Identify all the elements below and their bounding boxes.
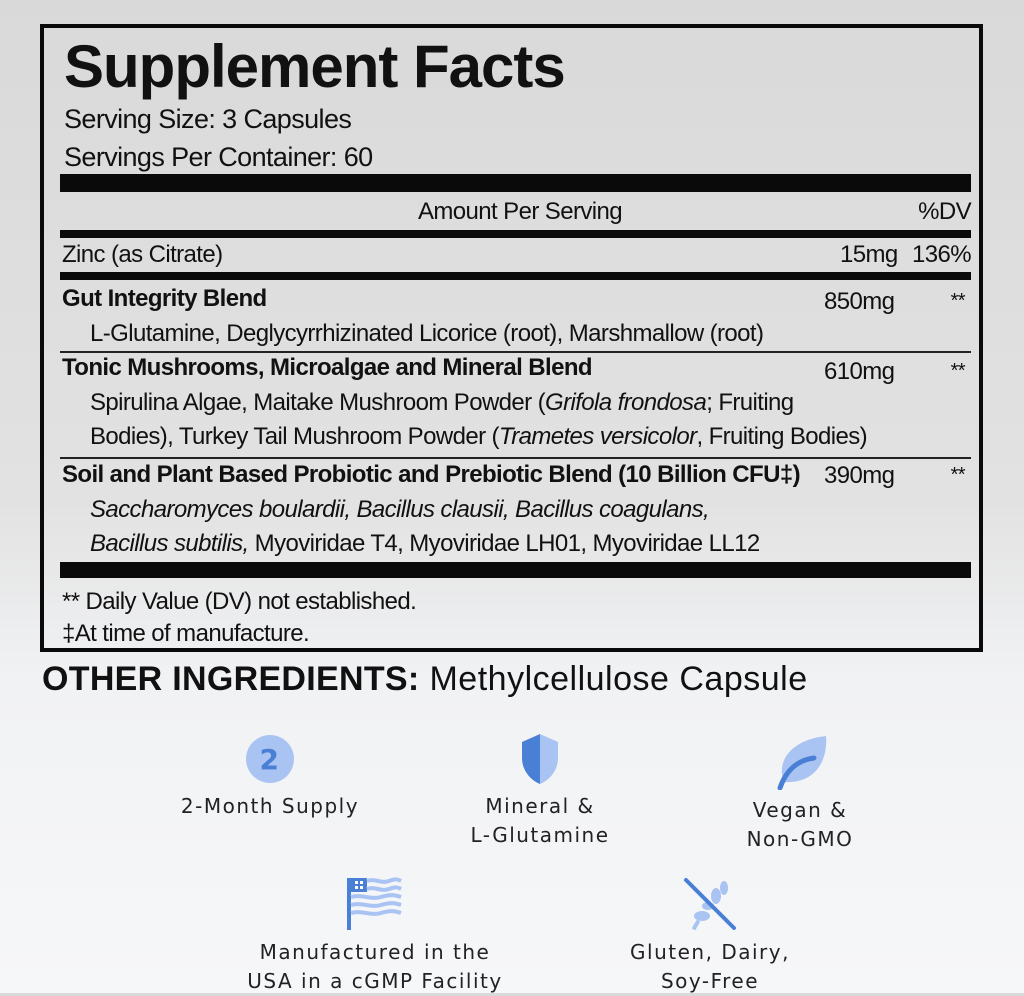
divider-thick (60, 562, 971, 578)
badge-usa: Manufactured in the USA in a cGMP Facili… (220, 876, 530, 996)
badge-vegan: Vegan & Non-GMO (690, 732, 910, 854)
nutrient-name: Zinc (as Citrate) (62, 241, 223, 268)
blend-name: Gut Integrity Blend (62, 285, 267, 312)
badge-label: Mineral & (485, 794, 595, 818)
nutrient-dv: 136% (912, 241, 972, 268)
blend-amount: 390mg (824, 462, 895, 489)
blend-detail: Bodies), Turkey Tail Mushroom Powder (Tr… (90, 423, 868, 450)
divider-medium (60, 230, 971, 238)
badge-label: Manufactured in the (259, 940, 491, 964)
badge-label: USA in a cGMP Facility (247, 969, 503, 993)
leaf-icon (777, 736, 827, 790)
badge-label: Gluten, Dairy, (630, 940, 790, 964)
other-ingredients-label: OTHER INGREDIENTS: (42, 660, 420, 698)
divider-thick (60, 174, 971, 192)
serving-size: Serving Size: 3 Capsules (64, 104, 352, 134)
blend-dv: ** (950, 464, 966, 486)
usa-flag-icon (347, 877, 402, 930)
no-wheat-icon (684, 878, 736, 931)
blend-detail: Bacillus subtilis, Myoviridae T4, Myovir… (90, 530, 760, 557)
blend-name: Tonic Mushrooms, Microalgae and Mineral … (62, 354, 593, 381)
divider-thin (60, 457, 971, 459)
badge-mineral: Mineral & L-Glutamine (430, 732, 650, 850)
badge-label: Soy-Free (660, 969, 760, 993)
blend-amount: 850mg (824, 288, 895, 315)
supplement-facts-panel: Supplement Facts Serving Size: 3 Capsule… (40, 24, 983, 652)
servings-per-container: Servings Per Container: 60 (64, 142, 373, 172)
divider-medium (60, 272, 971, 280)
badge-label: L-Glutamine (470, 823, 610, 847)
badge-label: Non-GMO (746, 827, 854, 851)
blend-amount: 610mg (824, 358, 895, 385)
nutrient-amount: 15mg (840, 241, 898, 268)
number-2-circle-icon: 2 (246, 735, 294, 783)
badge-supply: 2 2-Month Supply (160, 732, 380, 821)
blend-detail: Saccharomyces boulardii, Bacillus clausi… (90, 496, 710, 523)
header-dv: %DV (918, 198, 971, 225)
blend-name: Soil and Plant Based Probiotic and Prebi… (62, 461, 801, 488)
blend-detail: L-Glutamine, Deglycyrrhizinated Licorice… (90, 320, 764, 347)
badge-label: 2-Month Supply (180, 794, 360, 818)
badge-label: Vegan & (752, 798, 848, 822)
panel-title: Supplement Facts (64, 33, 566, 100)
blend-dv: ** (950, 290, 966, 312)
footnote-manufacture: ‡At time of manufacture. (62, 620, 310, 647)
other-ingredients: OTHER INGREDIENTS: Methylcellulose Capsu… (42, 660, 808, 699)
badge-allergen-free: Gluten, Dairy, Soy-Free (600, 876, 820, 996)
footnote-dv: ** Daily Value (DV) not established. (62, 588, 417, 615)
blend-dv: ** (950, 360, 966, 382)
header-amount: Amount Per Serving (418, 198, 623, 225)
shield-icon (522, 734, 558, 784)
divider-thin (60, 351, 971, 353)
other-ingredients-value: Methylcellulose Capsule (419, 660, 808, 698)
svg-text:2: 2 (260, 743, 281, 776)
blend-detail: Spirulina Algae, Maitake Mushroom Powder… (90, 389, 794, 416)
